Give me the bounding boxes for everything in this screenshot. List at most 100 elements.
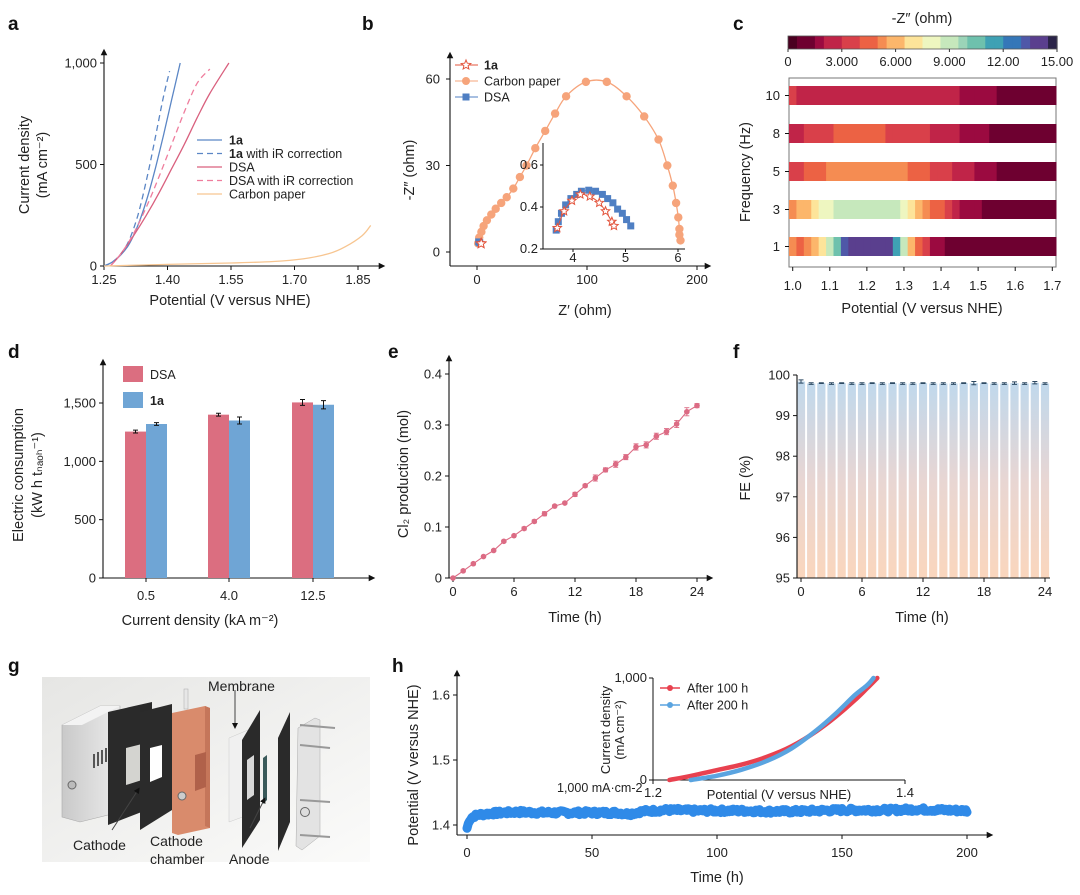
chart-c-heatmap-cell (1033, 200, 1042, 219)
outlet-fitting-icon (300, 807, 310, 817)
chart-d-electric-consumption: 0 500 1,000 1,500 0.5 4.0 12.5 DSA 1a Current den… (11, 358, 376, 629)
chart-a-legend-label: DSA with iR correction (229, 174, 353, 188)
chart-c-heatmap-cell (885, 237, 894, 256)
chart-e-y-tick-label: 0.4 (424, 367, 442, 382)
chart-a-x-axis-label: Potential (V versus NHE) (149, 293, 310, 309)
chart-c-heatmap-cell (840, 200, 849, 219)
chart-f-x-axis-label: Time (h) (895, 610, 948, 626)
chart-a-y-axis-unit: (mA cm⁻²) (35, 132, 51, 198)
chart-b-carbon-paper-point (497, 198, 506, 208)
chart-h-y-tick-label: 1.4 (432, 818, 450, 833)
chart-c-heatmap-cell (848, 200, 857, 219)
chart-c-heatmap-cell (937, 162, 946, 181)
chart-f-error-bar (940, 382, 946, 385)
chart-c-heatmap-cell (818, 124, 827, 143)
chart-c-colorbar-cell (832, 36, 843, 49)
chart-c-colorbar-tick-label: 3.000 (826, 54, 859, 69)
chart-c-heatmap-cell (878, 237, 886, 256)
chart-b-y-tick-label: 0 (433, 245, 440, 260)
panel-label-h: h (392, 656, 404, 677)
chart-f-bar (908, 383, 917, 578)
chart-c-heatmap-cell (833, 200, 842, 219)
chart-b-carbon-paper-point (491, 204, 500, 213)
chart-d-error-bar (321, 400, 326, 410)
chart-c-heatmap-cell (981, 200, 990, 219)
chart-c-heatmap-cell (915, 162, 923, 181)
chart-h-x-axis-label: Time (h) (690, 870, 743, 886)
chart-f-error-bar (839, 382, 845, 385)
chart-c-heatmap-cell (989, 162, 998, 181)
panel-label-f: f (733, 342, 740, 363)
chart-c-heatmap-cell (1033, 162, 1042, 181)
chart-c-heatmap-cell (878, 124, 886, 143)
cathode-chamber-label-line1: Cathode (150, 833, 203, 849)
chart-b-inset-dsa-point (609, 199, 617, 207)
chart-c-heatmap-cell (915, 86, 923, 105)
chart-c-heatmap-cell (959, 200, 968, 219)
chart-b-nyquist-plot: 0 100 200 0 30 60 Z′ (ohm) -Z″ (ohm) 1a Carbon pa… (402, 51, 712, 319)
chart-c-heatmap-cell (848, 237, 857, 256)
chart-b-legend-label: Carbon paper (484, 75, 560, 89)
chart-a-series-line (109, 62, 230, 267)
chart-e-cl2-production: 0 6 12 18 24 0 0.1 0.2 0.3 0.4 Time (h) Cl₂ product… (396, 354, 714, 626)
chart-c-heatmap-cell (840, 86, 849, 105)
panel-label-d: d (8, 342, 20, 363)
chart-c-heatmap-cell (878, 162, 886, 181)
chart-b-carbon-paper-point (541, 126, 550, 136)
chart-c-heatmap-cell (1041, 124, 1050, 143)
chart-c-y-tick-label: 1 (773, 239, 780, 254)
chart-c-heatmap-cell (885, 124, 894, 143)
panel-label-e: e (388, 342, 399, 363)
chart-c-heatmap-cell (796, 86, 805, 105)
chart-f-bar (868, 383, 877, 578)
chart-c-heatmap-cell (885, 162, 894, 181)
chart-c-heatmap-cell (848, 86, 857, 105)
chart-c-heatmap-cell (826, 162, 834, 181)
chart-c-heatmap-cell (952, 162, 961, 181)
chart-f-bar (807, 383, 816, 578)
chart-b-inset-1a-point (608, 220, 620, 231)
chart-b-carbon-paper-point (654, 135, 663, 144)
chart-c-colorbar-cell (1003, 36, 1013, 49)
chart-c-x-tick-label: 1.5 (969, 278, 987, 293)
chart-c-y-tick-label: 3 (773, 202, 780, 217)
chart-c-heatmap-cell (840, 124, 849, 143)
chart-f-error-bar (798, 379, 804, 384)
chart-f-error-bar (951, 382, 956, 385)
chart-c-colorbar-cell (814, 36, 825, 49)
bolt-icon (67, 780, 77, 790)
chart-f-bar (888, 383, 897, 578)
chart-c-colorbar-cell (1021, 36, 1031, 49)
chart-f-y-tick-label: 97 (776, 489, 790, 504)
chart-c-colorbar-tick-label: 9.000 (933, 54, 966, 69)
chart-a-x-tick-label: 1.85 (345, 272, 370, 287)
inlet-tube (183, 688, 189, 710)
chart-c-heatmap-cell (996, 200, 1005, 219)
chart-b-y-tick-label: 30 (426, 158, 440, 173)
cathode-chamber-label-line2: chamber (150, 851, 205, 867)
chart-c-heatmap-cell (944, 86, 953, 105)
chart-c-heatmap-cell (989, 86, 998, 105)
chart-d-error-bar (237, 416, 242, 425)
chart-c-heatmap-cell (996, 124, 1005, 143)
chart-c-heatmap-cell (959, 237, 968, 256)
chart-b-inset-y-tick-label: 0.4 (520, 199, 538, 214)
chart-c-heatmap-cell (796, 200, 805, 219)
chart-f-y-tick-label: 99 (776, 408, 790, 423)
chart-c-heatmap-cell (789, 237, 797, 256)
chart-h-x-tick-label: 200 (956, 845, 978, 860)
chart-e-x-tick-label: 12 (568, 584, 582, 599)
chart-c-heatmap-cell (1048, 162, 1057, 181)
chart-a-legend-text: DSA (229, 161, 255, 175)
chart-h-inset-y-axis-label: Current density (598, 685, 613, 774)
chart-c-heatmap-cell (944, 237, 953, 256)
chart-c-colorbar-cell (931, 36, 942, 49)
chart-c-heatmap-cell (892, 162, 901, 181)
chart-c-heatmap-cell (870, 162, 879, 181)
chart-c-heatmap-cell (967, 200, 975, 219)
chart-b-inset-x-tick-label: 6 (674, 250, 681, 265)
chart-c-heatmap-cell (1041, 86, 1050, 105)
chart-d-y-tick-label: 0 (89, 571, 96, 586)
chart-c-heatmap-cell (907, 200, 916, 219)
gasket-3-window (247, 755, 254, 800)
